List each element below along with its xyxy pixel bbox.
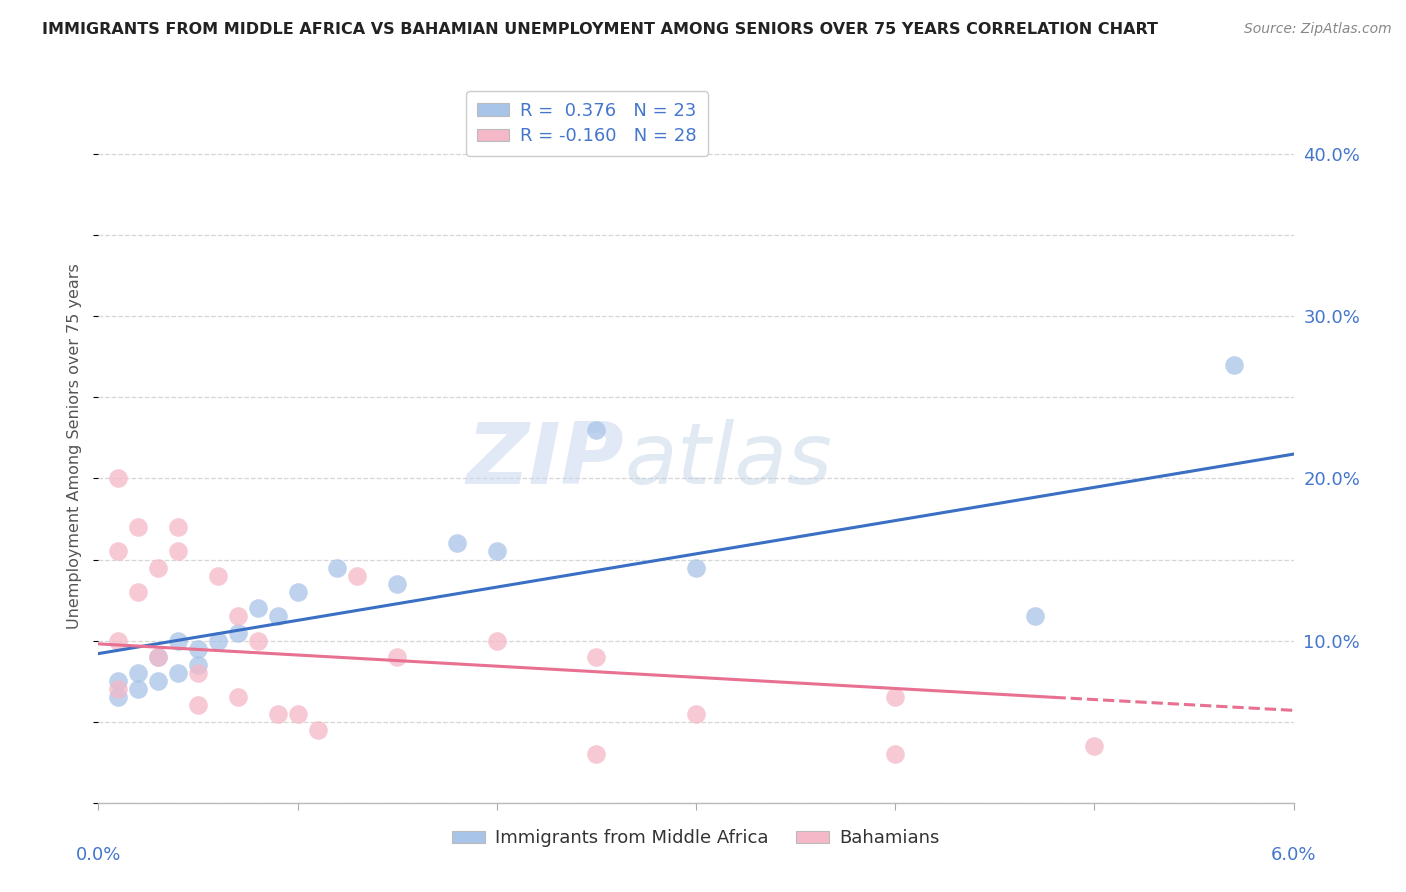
Point xyxy=(107,682,129,697)
Point xyxy=(685,560,707,574)
Point xyxy=(167,666,190,681)
Point xyxy=(226,609,249,624)
Point xyxy=(207,568,229,582)
Point xyxy=(107,690,129,705)
Point xyxy=(287,585,309,599)
Text: ZIP: ZIP xyxy=(467,418,624,502)
Point xyxy=(226,625,249,640)
Point xyxy=(884,747,907,761)
Point xyxy=(585,747,607,761)
Point xyxy=(107,633,129,648)
Point xyxy=(267,609,290,624)
Text: atlas: atlas xyxy=(624,418,832,502)
Text: IMMIGRANTS FROM MIDDLE AFRICA VS BAHAMIAN UNEMPLOYMENT AMONG SENIORS OVER 75 YEA: IMMIGRANTS FROM MIDDLE AFRICA VS BAHAMIA… xyxy=(42,22,1159,37)
Point xyxy=(127,666,149,681)
Point xyxy=(326,560,349,574)
Point xyxy=(127,682,149,697)
Y-axis label: Unemployment Among Seniors over 75 years: Unemployment Among Seniors over 75 years xyxy=(67,263,83,629)
Point xyxy=(446,536,468,550)
Point xyxy=(287,706,309,721)
Point xyxy=(267,706,290,721)
Legend: Immigrants from Middle Africa, Bahamians: Immigrants from Middle Africa, Bahamians xyxy=(444,822,948,855)
Point xyxy=(385,649,409,664)
Point xyxy=(385,577,409,591)
Point xyxy=(246,601,269,615)
Point xyxy=(167,520,190,534)
Point xyxy=(685,706,707,721)
Point xyxy=(1223,358,1246,372)
Point xyxy=(187,666,209,681)
Point xyxy=(307,723,329,737)
Point xyxy=(107,674,129,689)
Point xyxy=(1024,609,1046,624)
Point xyxy=(585,423,607,437)
Point xyxy=(187,698,209,713)
Point xyxy=(107,471,129,485)
Point xyxy=(187,657,209,672)
Text: 6.0%: 6.0% xyxy=(1271,846,1316,863)
Text: 0.0%: 0.0% xyxy=(76,846,121,863)
Point xyxy=(148,560,170,574)
Point xyxy=(346,568,368,582)
Point xyxy=(884,690,907,705)
Point xyxy=(167,633,190,648)
Point xyxy=(207,633,229,648)
Point xyxy=(485,633,508,648)
Point xyxy=(127,520,149,534)
Point xyxy=(1083,739,1105,753)
Point xyxy=(148,674,170,689)
Point xyxy=(187,641,209,656)
Point xyxy=(127,585,149,599)
Point xyxy=(585,649,607,664)
Point xyxy=(148,649,170,664)
Point xyxy=(148,649,170,664)
Point xyxy=(485,544,508,558)
Text: Source: ZipAtlas.com: Source: ZipAtlas.com xyxy=(1244,22,1392,37)
Point xyxy=(226,690,249,705)
Point xyxy=(167,544,190,558)
Point xyxy=(246,633,269,648)
Point xyxy=(107,544,129,558)
